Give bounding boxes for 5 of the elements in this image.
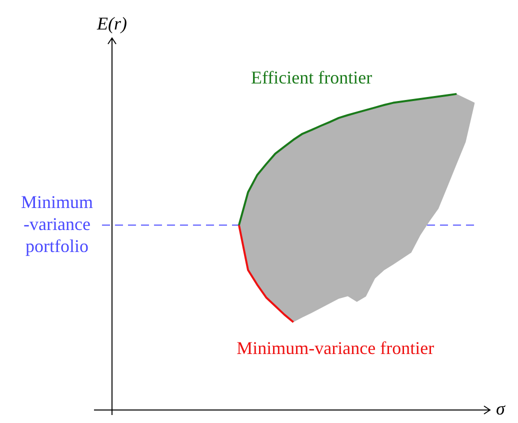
text: Minimum-variance frontier xyxy=(236,338,434,358)
y-axis-title: E(r) xyxy=(96,14,127,34)
x-axis-title: σ xyxy=(496,398,506,419)
ref-line-label: Minimum -variance portfolio xyxy=(20,192,94,256)
series-label: Efficient frontier xyxy=(250,68,372,88)
